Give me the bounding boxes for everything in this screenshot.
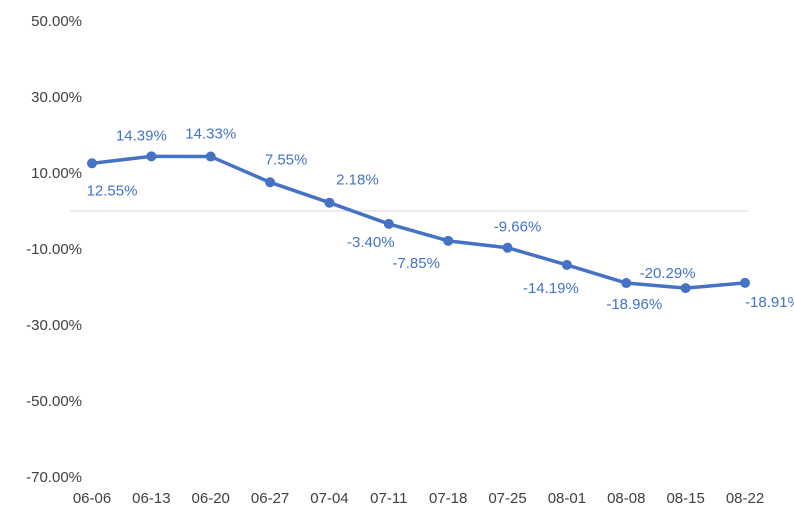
x-tick-label: 08-01 [548,490,586,507]
x-tick-label: 08-15 [666,490,704,507]
x-tick-label: 06-13 [132,490,170,507]
x-tick-label: 07-25 [488,490,526,507]
data-label: -20.29% [640,265,696,282]
x-tick-label: 08-22 [726,490,764,507]
data-label: -3.40% [347,234,395,251]
y-tick-label: -30.00% [26,317,82,334]
y-tick-label: 10.00% [31,165,82,182]
data-point [680,283,691,294]
data-point [383,218,394,229]
y-tick-label: -70.00% [26,469,82,486]
data-label: -9.66% [494,219,542,236]
plot-area: 12.55% 14.39% 14.33% 7.55% 2.18% -3.40% -7.85%… [87,126,794,314]
series-line [90,154,747,290]
x-tick-label: 07-11 [370,490,407,507]
data-label: 12.55% [87,182,138,199]
x-tick-label: 07-18 [429,490,467,507]
y-tick-label: 50.00% [31,13,82,30]
data-label: -18.96% [606,296,662,313]
data-label: -18.91% [745,294,794,311]
data-point [621,278,632,289]
data-point [265,177,276,188]
y-tick-label: -10.00% [26,241,82,258]
data-label: 2.18% [336,172,379,189]
data-label: -7.85% [392,255,440,272]
data-label: 14.39% [116,127,167,144]
x-tick-label: 06-06 [73,490,111,507]
x-tick-label: 06-27 [251,490,289,507]
data-point [502,242,513,253]
y-axis: 50.00% 30.00% 10.00% -10.00% -30.00% -50.00% -… [26,13,82,486]
x-axis: 06-06 06-13 06-20 06-27 07-04 07-11 07-18 07-25… [73,490,764,507]
x-tick-label: 07-04 [310,490,348,507]
data-point [146,151,157,162]
data-point [740,277,750,288]
data-label: 7.55% [265,151,308,168]
data-point [561,259,572,270]
x-tick-label: 08-08 [607,490,645,507]
data-label: 14.33% [185,126,236,143]
data-point [205,151,216,162]
data-point [443,235,454,246]
data-point [324,197,335,208]
y-tick-label: 30.00% [31,89,82,106]
x-tick-label: 06-20 [192,490,230,507]
y-tick-label: -50.00% [26,393,82,410]
data-label: -14.19% [523,280,579,297]
data-point [87,158,97,169]
